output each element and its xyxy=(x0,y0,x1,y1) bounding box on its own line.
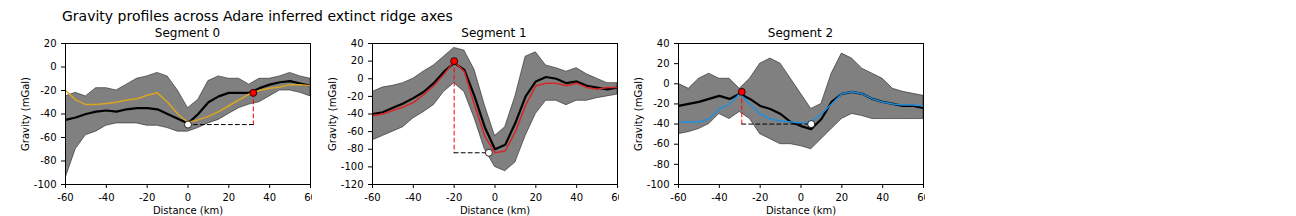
svg-text:-80: -80 xyxy=(347,143,363,154)
svg-text:Distance (km): Distance (km) xyxy=(153,205,223,216)
svg-text:20: 20 xyxy=(350,55,363,66)
svg-text:0: 0 xyxy=(491,192,497,203)
svg-text:-60: -60 xyxy=(364,192,380,203)
svg-text:-100: -100 xyxy=(340,161,363,172)
svg-text:20: 20 xyxy=(657,58,670,69)
html-text:Segment 2: Segment 2 xyxy=(767,26,834,40)
svg-text:-60: -60 xyxy=(653,138,669,149)
svg-text:0: 0 xyxy=(798,192,804,203)
html-text:Segment 1: Segment 1 xyxy=(461,26,527,40)
svg-text:0: 0 xyxy=(357,73,363,84)
svg-text:Gravity (mGal): Gravity (mGal) xyxy=(20,77,31,151)
svg-text:0: 0 xyxy=(50,61,56,72)
svg-text:-80: -80 xyxy=(653,159,669,170)
svg-text:0: 0 xyxy=(663,78,669,89)
svg-text:-40: -40 xyxy=(653,118,669,129)
svg-text:40: 40 xyxy=(263,192,276,203)
svg-text:Gravity (mGal): Gravity (mGal) xyxy=(633,77,644,151)
svg-text:-60: -60 xyxy=(57,192,73,203)
svg-text:-40: -40 xyxy=(98,192,114,203)
html-text:Gravity profiles across Adare: Gravity profiles across Adare inferred e… xyxy=(62,8,453,24)
svg-text:-100: -100 xyxy=(647,179,670,190)
svg-text:-60: -60 xyxy=(670,192,686,203)
svg-text:60: 60 xyxy=(304,192,312,203)
svg-text:-20: -20 xyxy=(139,192,155,203)
svg-text:20: 20 xyxy=(222,192,235,203)
svg-text:Gravity (mGal): Gravity (mGal) xyxy=(326,77,337,151)
svg-text:-60: -60 xyxy=(347,126,363,137)
svg-text:-100: -100 xyxy=(34,179,57,190)
svg-text:Distance (km): Distance (km) xyxy=(766,205,836,216)
svg-text:-40: -40 xyxy=(711,192,727,203)
svg-text:-20: -20 xyxy=(40,85,56,96)
svg-text:Distance (km): Distance (km) xyxy=(459,205,529,216)
svg-text:40: 40 xyxy=(570,192,583,203)
svg-text:-40: -40 xyxy=(405,192,421,203)
svg-text:0: 0 xyxy=(185,192,191,203)
svg-text:40: 40 xyxy=(876,192,889,203)
svg-text:-20: -20 xyxy=(347,91,363,102)
svg-text:40: 40 xyxy=(657,38,670,49)
svg-text:-20: -20 xyxy=(752,192,768,203)
svg-text:-120: -120 xyxy=(340,179,363,190)
svg-text:40: 40 xyxy=(350,38,363,49)
svg-text:-80: -80 xyxy=(40,155,56,166)
svg-text:-40: -40 xyxy=(40,108,56,119)
html-text:Segment 0: Segment 0 xyxy=(154,26,221,40)
svg-text:60: 60 xyxy=(917,192,925,203)
svg-text:-20: -20 xyxy=(445,192,461,203)
svg-text:-20: -20 xyxy=(653,98,669,109)
svg-text:-40: -40 xyxy=(347,108,363,119)
svg-text:-60: -60 xyxy=(40,132,56,143)
svg-text:20: 20 xyxy=(529,192,542,203)
svg-text:60: 60 xyxy=(611,192,619,203)
svg-text:20: 20 xyxy=(44,38,57,49)
svg-text:20: 20 xyxy=(835,192,848,203)
